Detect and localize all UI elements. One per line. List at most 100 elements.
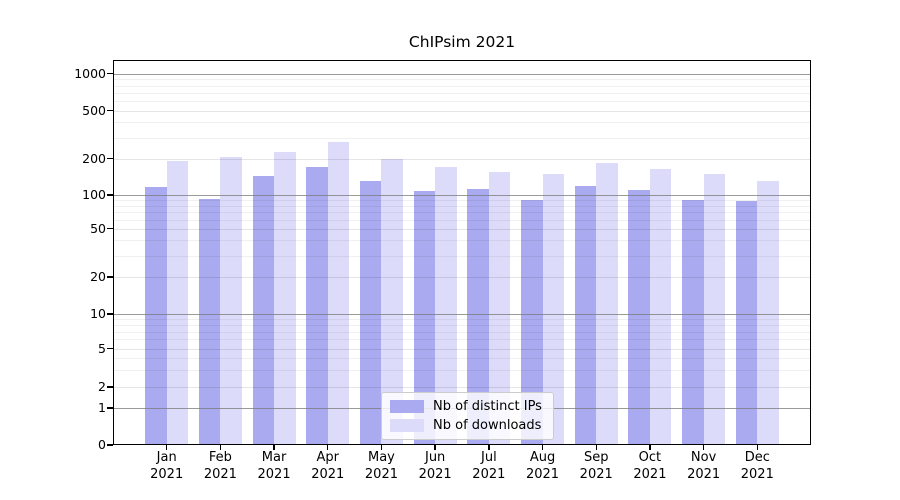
bar-downloads-nov <box>703 174 726 445</box>
y-tick-mark <box>107 110 113 112</box>
x-tick-mark <box>756 445 758 450</box>
bar-distinct-ips-oct <box>628 190 650 445</box>
gridline <box>113 92 811 94</box>
x-tick-label: Dec 2021 <box>740 450 774 482</box>
x-tick-label: Jul 2021 <box>472 450 506 482</box>
chart-title: ChIPsim 2021 <box>408 33 516 51</box>
y-tick-label: 50 <box>90 220 106 236</box>
bar-downloads-aug <box>542 173 565 445</box>
gridline <box>113 73 811 75</box>
gridline <box>113 228 811 230</box>
x-tick-mark <box>649 445 651 450</box>
x-tick-mark <box>702 445 705 450</box>
plot-area <box>113 60 811 445</box>
x-tick-label: Apr 2021 <box>311 450 345 482</box>
gridline <box>113 348 811 350</box>
gridline <box>113 195 811 196</box>
legend: Nb of distinct IPs Nb of downloads <box>381 392 554 440</box>
bar-downloads-feb <box>220 156 242 445</box>
gridline <box>113 369 811 371</box>
y-tick-label: 500 <box>82 102 106 118</box>
bar-distinct-ips-may <box>359 180 382 445</box>
x-tick-mark <box>327 445 329 450</box>
bar-downloads-sep <box>596 162 618 445</box>
y-tick-label: 1000 <box>74 65 106 81</box>
y-tick-mark <box>107 158 113 160</box>
legend-label-downloads: Nb of downloads <box>433 418 542 433</box>
y-tick-mark <box>107 194 113 196</box>
bar-downloads-dec <box>757 180 779 445</box>
gridline <box>113 240 811 242</box>
gridline <box>113 110 811 112</box>
x-tick-mark <box>541 445 544 450</box>
bar-downloads-jul <box>488 172 511 445</box>
bar-downloads-oct <box>649 168 672 445</box>
bar-distinct-ips-jan <box>145 186 167 445</box>
gridline <box>113 255 811 257</box>
x-tick-label: Jan 2021 <box>150 450 184 482</box>
gridline <box>113 331 811 333</box>
bar-downloads-jun <box>435 166 457 445</box>
gridline <box>113 339 811 341</box>
y-tick-label: 2 <box>98 379 106 394</box>
x-tick-mark <box>219 445 222 450</box>
legend-item-downloads: Nb of downloads <box>390 418 542 433</box>
gridline <box>113 122 811 124</box>
gridline <box>113 219 811 221</box>
gridline <box>113 79 811 81</box>
gridline <box>113 325 811 327</box>
x-tick-mark <box>488 445 490 450</box>
bar-distinct-ips-dec <box>735 200 758 445</box>
bar-downloads-mar <box>274 152 296 445</box>
y-tick-label: 10 <box>90 306 106 321</box>
x-tick-label: Jun 2021 <box>418 450 452 482</box>
gridline <box>113 357 811 359</box>
gridline <box>113 212 811 214</box>
bar-distinct-ips-feb <box>198 199 221 445</box>
y-tick-mark <box>107 444 113 446</box>
gridline <box>113 319 811 321</box>
bar-distinct-ips-jul <box>467 189 489 445</box>
bar-downloads-may <box>381 158 403 445</box>
legend-label-distinct-ips: Nb of distinct IPs <box>433 399 542 414</box>
y-tick-label: 5 <box>98 340 106 356</box>
legend-item-distinct-ips: Nb of distinct IPs <box>390 399 542 414</box>
y-tick-mark <box>107 407 113 409</box>
y-tick-mark <box>107 276 113 278</box>
x-tick-label: May 2021 <box>364 450 398 482</box>
x-tick-label: Mar 2021 <box>257 450 291 482</box>
bar-downloads-jan <box>166 160 189 445</box>
x-tick-label: Feb 2021 <box>203 450 237 482</box>
y-tick-label: 1 <box>98 400 106 415</box>
x-tick-label: Aug 2021 <box>525 450 560 482</box>
x-tick-mark <box>595 445 597 450</box>
bar-distinct-ips-jun <box>413 191 436 445</box>
gridline <box>113 137 811 139</box>
y-tick-label: 200 <box>82 150 106 166</box>
bar-distinct-ips-mar <box>252 175 275 445</box>
x-tick-label: Oct 2021 <box>633 450 667 482</box>
y-tick-mark <box>107 72 113 75</box>
legend-swatch-downloads <box>390 419 424 432</box>
y-tick-label: 100 <box>82 187 106 202</box>
y-tick-mark <box>107 227 113 230</box>
x-tick-mark <box>434 445 436 450</box>
bar-distinct-ips-sep <box>574 185 597 445</box>
gridline <box>113 158 811 160</box>
bar-downloads-apr <box>327 142 350 445</box>
x-tick-label: Nov 2021 <box>687 450 721 482</box>
bar-distinct-ips-nov <box>682 199 704 445</box>
gridline <box>113 387 811 388</box>
gridline <box>113 277 811 278</box>
y-tick-mark <box>107 347 113 350</box>
x-tick-mark <box>165 445 168 450</box>
bar-distinct-ips-apr <box>306 166 328 445</box>
y-tick-label: 20 <box>90 269 106 284</box>
legend-swatch-distinct-ips <box>390 400 424 413</box>
gridline <box>113 205 811 207</box>
y-tick-mark <box>107 313 113 315</box>
y-tick-mark <box>107 386 113 388</box>
x-tick-label: Sep 2021 <box>579 450 613 482</box>
bar-distinct-ips-aug <box>521 200 543 445</box>
